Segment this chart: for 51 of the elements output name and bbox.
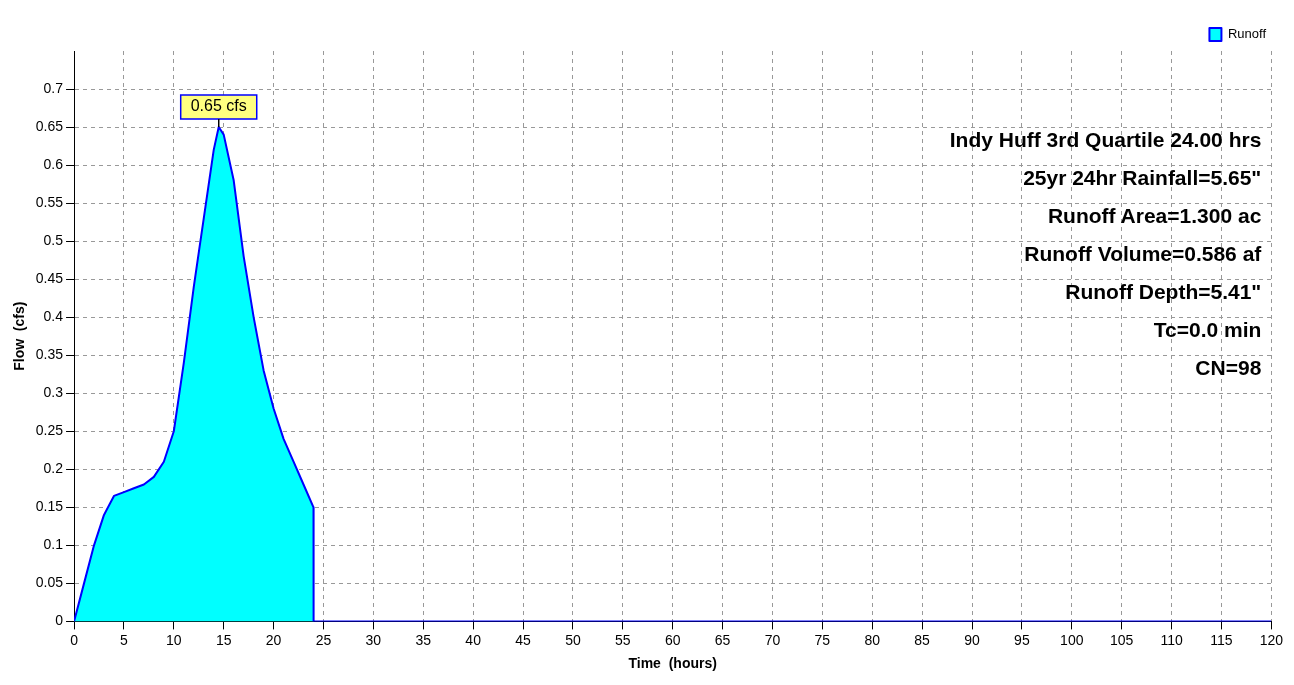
x-tick-label: 85 (914, 631, 931, 648)
x-tick-label: 50 (565, 631, 581, 648)
y-tick-label: 0.5 (43, 231, 64, 248)
y-tick-label: 0.3 (43, 384, 64, 401)
y-tick-label: 0.55 (35, 193, 64, 210)
y-tick-label: 0.05 (35, 574, 64, 591)
x-tick-label: 105 (1109, 631, 1134, 648)
annotation: 0.65 cfs (190, 97, 247, 115)
x-tick-label: 95 (1014, 631, 1030, 648)
x-tick-label: 90 (964, 631, 980, 648)
annotation: Indy Huff 3rd Quartile 24.00 hrs (949, 127, 1262, 151)
y-tick-label: 0.4 (43, 308, 64, 325)
x-tick-label: 55 (615, 631, 631, 648)
y-tick-label: 0.35 (35, 346, 64, 363)
y-tick-label: 0.45 (35, 270, 64, 287)
x-tick-label: 35 (415, 631, 432, 648)
x-tick-label: 0 (70, 631, 79, 648)
y-axis-title: Flow (cfs) (11, 301, 28, 371)
legend-label: Runoff (1227, 26, 1267, 42)
annotation: Runoff Volume=0.586 af (1024, 241, 1263, 265)
x-tick-label: 100 (1060, 631, 1084, 648)
x-tick-label: 70 (764, 631, 781, 648)
x-tick-label: 20 (265, 631, 282, 648)
y-tick-label: 0.15 (35, 498, 64, 515)
x-tick-label: 15 (215, 631, 232, 648)
annotation: Tc=0.0 min (1153, 317, 1262, 341)
x-tick-label: 80 (864, 631, 881, 648)
y-tick-label: 0.6 (43, 155, 64, 172)
x-tick-label: 25 (315, 631, 332, 648)
annotation: 25yr 24hr Rainfall=5.65" (1023, 165, 1262, 189)
x-tick-label: 110 (1160, 631, 1183, 648)
x-tick-label: 10 (166, 631, 182, 648)
y-tick-label: 0 (55, 612, 64, 629)
annotation: Runoff Depth=5.41" (1065, 279, 1262, 303)
y-tick-label: 0.1 (43, 536, 64, 553)
x-tick-label: 120 (1259, 631, 1284, 648)
x-tick-label: 65 (714, 631, 731, 648)
x-axis-title: Time (hours) (628, 655, 717, 672)
annotation: CN=98 (1195, 355, 1262, 379)
y-tick-label: 0.65 (35, 117, 64, 134)
x-tick-label: 30 (365, 631, 382, 648)
annotation: Runoff Area=1.300 ac (1047, 203, 1262, 227)
y-tick-label: 0.25 (35, 422, 64, 439)
x-tick-label: 45 (515, 631, 532, 648)
y-tick-label: 0.7 (43, 79, 64, 96)
x-tick-label: 5 (120, 631, 129, 648)
y-tick-label: 0.2 (43, 460, 64, 477)
x-tick-label: 75 (814, 631, 831, 648)
x-tick-label: 115 (1210, 631, 1233, 648)
x-tick-label: 40 (465, 631, 482, 648)
x-tick-label: 60 (664, 631, 681, 648)
